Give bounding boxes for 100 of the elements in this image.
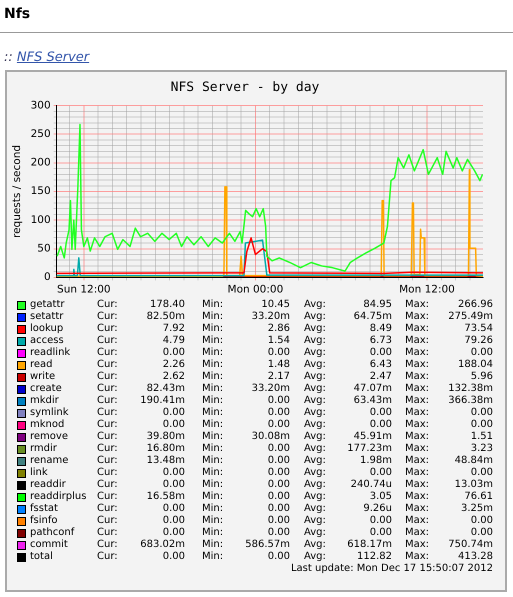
text: Cur: 0.00 <box>97 419 185 430</box>
text: Cur: 4.79 <box>97 335 185 346</box>
x-tick-label: Mon 12:00 <box>399 283 455 296</box>
text: Max: 0.00 <box>405 407 493 418</box>
text: Avg: 64.75m <box>304 311 392 322</box>
text: Avg: 1.98m <box>304 455 392 466</box>
text: Min: 0.00 <box>202 479 290 490</box>
text: Max: 0.00 <box>405 347 493 358</box>
y-tick-label: 100 <box>30 214 51 226</box>
legend-label: mkdir <box>30 395 59 407</box>
text: Cur: 0.00 <box>97 515 185 526</box>
text: Max: 79.26 <box>405 335 493 346</box>
text: Max: 13.03m <box>405 479 493 490</box>
legend-label: lookup <box>30 323 64 335</box>
text: Min: 1.48 <box>202 359 290 370</box>
y-tick-label: 300 <box>30 99 51 112</box>
text: Avg: 8.49 <box>304 323 392 334</box>
text: Avg: 618.17m <box>304 539 392 550</box>
text: Max: 750.74m <box>405 539 493 550</box>
text: Cur: 2.62 <box>97 371 185 382</box>
text: Avg: 177.23m <box>304 443 392 454</box>
text: Max: 0.00 <box>405 527 493 538</box>
text: Min: 0.00 <box>202 527 290 538</box>
legend-label: create <box>30 383 62 395</box>
legend-label: readdirplus <box>30 491 86 503</box>
y-tick-label: 200 <box>30 156 51 169</box>
text: Max: 275.49m <box>405 311 493 322</box>
text: Cur: 82.50m <box>97 311 185 322</box>
text: Cur: 0.00 <box>97 479 185 490</box>
legend-label: commit <box>30 539 68 551</box>
text: Avg: 0.00 <box>304 347 392 358</box>
text: Avg: 6.43 <box>304 359 392 370</box>
text: Avg: 45.91m <box>304 431 392 442</box>
text: Min: 10.45 <box>202 299 290 310</box>
text: Cur: 39.80m <box>97 431 185 442</box>
text: Max: 48.84m <box>405 455 493 466</box>
text: Nfs <box>4 6 30 22</box>
y-tick-label: 0 <box>44 271 51 284</box>
text: Avg: 9.26u <box>304 503 392 514</box>
text: Cur: 0.00 <box>97 467 185 478</box>
text: Min: 33.20m <box>202 383 290 394</box>
legend-label: remove <box>30 431 68 443</box>
legend-label: total <box>30 551 53 563</box>
legend-label: rmdir <box>30 443 57 455</box>
text: Cur: 190.41m <box>97 395 185 406</box>
text: Min: 0.00 <box>202 419 290 430</box>
legend-label: symlink <box>30 407 69 419</box>
text: Max: 132.38m <box>405 383 493 394</box>
text: Min: 0.00 <box>202 455 290 466</box>
text: Max: 0.00 <box>405 515 493 526</box>
legend-label: fsinfo <box>30 515 58 527</box>
text: Cur: 178.40 <box>97 299 185 310</box>
legend-label: getattr <box>30 299 65 311</box>
legend-label: readlink <box>30 347 70 359</box>
text: Cur: 0.00 <box>97 503 185 514</box>
text: Avg: 84.95 <box>304 299 392 310</box>
text: Min: 0.00 <box>202 467 290 478</box>
text: Avg: 0.00 <box>304 419 392 430</box>
text: Cur: 0.00 <box>97 551 185 562</box>
y-tick-label: 50 <box>37 242 51 254</box>
text: Max: 1.51 <box>405 431 493 442</box>
text: Min: 33.20m <box>202 311 290 322</box>
text: Cur: 16.80m <box>97 443 185 454</box>
text: Min: 0.00 <box>202 551 290 562</box>
legend-label: mknod <box>30 419 64 431</box>
text: Min: 0.00 <box>202 503 290 514</box>
legend-label: read <box>30 359 53 371</box>
text: Cur: 683.02m <box>97 539 185 550</box>
y-tick-label: 150 <box>30 185 51 198</box>
legend-label: fsstat <box>30 503 58 515</box>
legend-label: setattr <box>30 311 64 323</box>
legend-label: readdir <box>30 479 66 491</box>
text: Avg: 2.47 <box>304 371 392 382</box>
text: Avg: 3.05 <box>304 491 392 502</box>
text: Min: 0.00 <box>202 347 290 358</box>
text: Min: 586.57m <box>202 539 290 550</box>
x-tick-label: Mon 00:00 <box>228 283 284 296</box>
text: Max: 3.25m <box>405 503 493 514</box>
text: Max: 0.00 <box>405 467 493 478</box>
chart-title: NFS Server - by day <box>170 80 320 96</box>
text: Cur: 16.58m <box>97 491 185 502</box>
text: Avg: 0.00 <box>304 515 392 526</box>
text: Avg: 0.00 <box>304 467 392 478</box>
text: Min: 2.86 <box>202 323 290 334</box>
text: Cur: 7.92 <box>97 323 185 334</box>
text: Avg: 47.07m <box>304 383 392 394</box>
legend-label: link <box>30 467 48 479</box>
text: Min: 0.00 <box>202 443 290 454</box>
legend-label: access <box>30 335 64 347</box>
text: Avg: 0.00 <box>304 527 392 538</box>
text: Cur: 0.00 <box>97 527 185 538</box>
text: Max: 188.04 <box>405 359 493 370</box>
text: Min: 0.00 <box>202 491 290 502</box>
legend-label: rename <box>30 455 68 467</box>
text: Min: 0.00 <box>202 515 290 526</box>
text: Cur: 0.00 <box>97 407 185 418</box>
text: Cur: 82.43m <box>97 383 185 394</box>
text: Avg: 112.82 <box>304 551 392 562</box>
legend-label: pathconf <box>30 527 74 539</box>
y-axis-title: requests / second <box>11 144 24 238</box>
